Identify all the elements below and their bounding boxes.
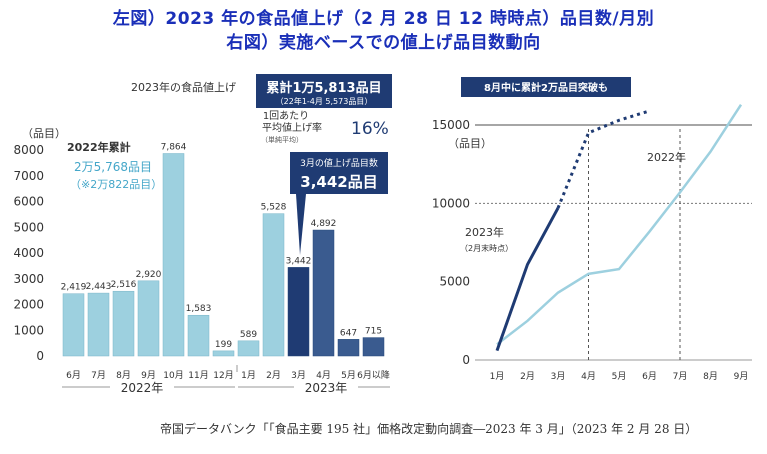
march-callout-pointer	[296, 194, 306, 255]
cumulative-sub: （22年1-4月 5,573品目）	[276, 96, 373, 106]
line-category-label: 3月	[551, 371, 566, 382]
bar-y-tick-label: 4000	[13, 246, 44, 260]
year-label-2022: 2022年	[121, 381, 164, 395]
bar-category-label: 9月	[141, 370, 156, 381]
line-category-label: 5月	[612, 371, 627, 382]
bar-value-label: 2,419	[61, 283, 87, 293]
line-category-label: 6月	[642, 371, 657, 382]
bar-value-label: 3,442	[286, 256, 312, 266]
bar-5	[187, 314, 210, 357]
march-value: 3,442品目	[300, 173, 377, 191]
header-2023: 2023年の食品値上げ	[131, 80, 236, 94]
bar-12	[362, 337, 385, 357]
line-category-label: 9月	[734, 371, 749, 382]
bar-y-tick-label: 3000	[13, 272, 44, 286]
chart-title-line2: 右図）実施ベースでの値上げ品目数動向	[226, 33, 541, 53]
bar-value-label: 7,864	[161, 143, 187, 153]
line-category-label: 2月	[520, 371, 535, 382]
line-y-tick-label: 10000	[432, 196, 470, 210]
year-label-bg-2023	[294, 380, 358, 396]
series-2023-sub: （2月末時点）	[460, 243, 513, 253]
bar-category-label: 1月	[241, 370, 256, 381]
bar-category-label: 5月	[341, 370, 356, 381]
total-2022-title: 2022年累計	[67, 140, 131, 154]
bar-y-tick-label: 2000	[13, 298, 44, 312]
bar-category-label: 2月	[266, 370, 281, 381]
avg-rate-label1: 1回あたり	[263, 110, 309, 122]
line-y-axis-label: （品目）	[448, 137, 492, 150]
bar-11	[337, 339, 360, 357]
bar-value-label: 647	[340, 328, 357, 338]
bar-value-label: 5,528	[261, 203, 287, 213]
bar-2	[112, 290, 135, 357]
bar-category-label: 3月	[291, 370, 306, 381]
line-y-tick-label: 5000	[439, 275, 470, 289]
line-category-label: 1月	[490, 371, 505, 382]
line-category-label: 4月	[581, 371, 596, 382]
series-2023-label: 2023年	[465, 225, 504, 239]
line-y-tick-label: 15000	[432, 118, 470, 132]
bar-value-label: 2,443	[86, 282, 112, 292]
bar-3	[137, 280, 160, 357]
bar-category-label: 6月	[66, 370, 81, 381]
bar-value-label: 589	[240, 330, 257, 340]
bar-category-label: 11月	[188, 370, 208, 381]
bar-category-label: 7月	[91, 370, 106, 381]
bar-category-label: 10月	[163, 370, 183, 381]
avg-rate-value: 16%	[351, 119, 389, 139]
year-label-2023: 2023年	[305, 381, 348, 395]
line-y-tick-label: 0	[462, 353, 470, 367]
cumulative-box	[256, 74, 392, 108]
series-2022-line	[496, 103, 743, 346]
series-2023-line	[495, 207, 560, 352]
callout-text: 8月中に累計2万品目突破も	[484, 81, 608, 94]
bar-value-label: 199	[215, 340, 232, 350]
march-label: 3月の値上げ品目数	[300, 157, 378, 169]
bar-y-tick-label: 6000	[13, 195, 44, 209]
line-category-label: 8月	[703, 371, 718, 382]
bar-y-tick-label: 8000	[13, 143, 44, 157]
chart-title-line1: 左図）2023 年の食品値上げ（2 月 28 日 12 時時点）品目数/月別	[112, 9, 655, 29]
bar-8	[262, 213, 285, 357]
bar-y-tick-label: 7000	[13, 169, 44, 183]
callout-box	[461, 77, 631, 97]
bar-category-label: 8月	[116, 370, 131, 381]
bar-1	[87, 292, 110, 357]
bar-7	[237, 340, 260, 357]
bar-10	[312, 229, 335, 357]
bar-value-label: 2,920	[136, 270, 162, 280]
bar-value-label: 715	[365, 327, 382, 337]
bar-category-label: 4月	[316, 370, 331, 381]
series-2022-label: 2022年	[647, 150, 686, 164]
bar-category-label: 12月	[213, 370, 233, 381]
source-citation: 帝国データバンク「「食品主要 195 社」価格改定動向調査―2023 年 3 月…	[160, 422, 698, 436]
avg-rate-note: （単純平均）	[261, 135, 303, 144]
bar-0	[62, 293, 85, 357]
bar-value-label: 1,583	[186, 304, 212, 314]
year-label-bg-2022	[110, 380, 174, 396]
bar-4	[162, 153, 185, 357]
bar-y-axis-label: （品目）	[22, 127, 66, 140]
cumulative-value: 累計1万5,813品目	[266, 80, 381, 96]
total-2022-sub: （※2万822品目）	[70, 178, 162, 191]
bar-y-tick-label: 5000	[13, 220, 44, 234]
line-category-label: 7月	[673, 371, 688, 382]
bar-9	[287, 267, 310, 357]
bar-category-label: 6月以降	[357, 369, 390, 381]
march-box	[290, 152, 388, 194]
bar-value-label: 2,516	[111, 280, 137, 290]
bar-y-tick-label: 0	[36, 349, 44, 363]
bar-y-tick-label: 1000	[13, 323, 44, 337]
avg-rate-label2: 平均値上げ率	[262, 121, 322, 134]
bar-value-label: 4,892	[311, 219, 337, 229]
bar-6	[212, 350, 235, 357]
total-2022-value: 2万5,768品目	[74, 160, 152, 174]
